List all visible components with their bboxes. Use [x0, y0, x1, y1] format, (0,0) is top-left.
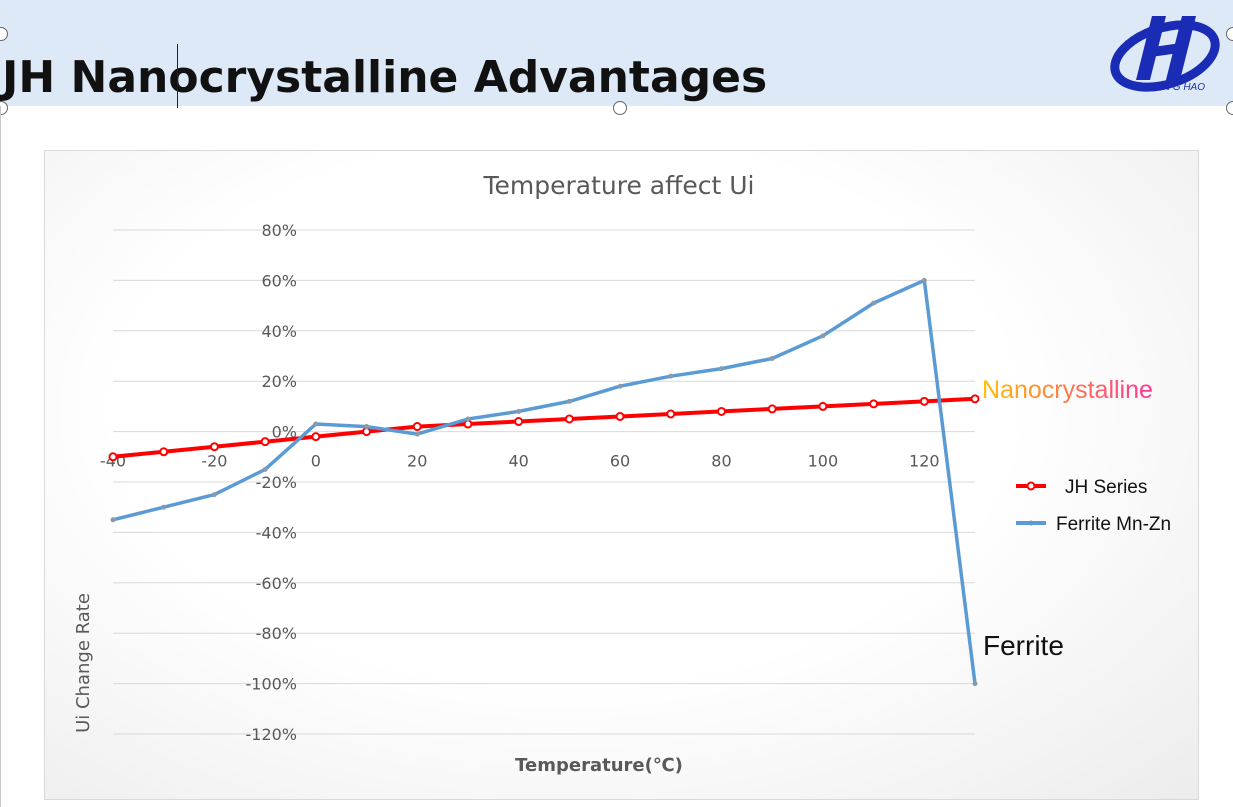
chart-title: Temperature affect Ui: [483, 171, 755, 200]
y-tick-label: -100%: [245, 675, 297, 694]
x-tick-label: -20: [201, 452, 227, 471]
data-point-ferrite[interactable]: [161, 504, 167, 510]
data-point-jh-series[interactable]: [260, 437, 270, 447]
data-point-jh-series[interactable]: [108, 452, 118, 462]
data-point-jh-series[interactable]: [970, 394, 980, 404]
y-tick-label: 60%: [261, 271, 297, 290]
data-point-jh-series[interactable]: [869, 399, 879, 409]
data-point-jh-series[interactable]: [311, 432, 321, 442]
data-point-ferrite[interactable]: [871, 300, 877, 306]
data-point-ferrite[interactable]: [769, 356, 775, 362]
data-point-ferrite[interactable]: [718, 366, 724, 372]
data-point-ferrite[interactable]: [313, 421, 319, 427]
y-tick-label: 80%: [261, 221, 297, 240]
data-point-ferrite[interactable]: [414, 431, 420, 437]
y-tick-label: -60%: [256, 574, 297, 593]
legend-label-ferrite: Ferrite Mn-Zn: [1056, 514, 1171, 535]
y-tick-label: -80%: [256, 624, 297, 643]
x-tick-label: 120: [909, 452, 940, 471]
data-point-jh-series[interactable]: [514, 417, 524, 427]
resize-handle-bottom-right[interactable]: [1226, 101, 1233, 115]
data-point-jh-series[interactable]: [362, 427, 372, 437]
data-point-ferrite[interactable]: [972, 681, 978, 687]
series-line-ferrite[interactable]: [111, 278, 977, 686]
logo-text: JIN G HAO: [1154, 82, 1205, 93]
data-point-jh-series[interactable]: [615, 411, 625, 421]
legend-marker-ferrite: [1028, 520, 1034, 526]
x-tick-label: 80: [711, 452, 731, 471]
data-point-jh-series[interactable]: [666, 409, 676, 419]
x-tick-label: 60: [610, 452, 630, 471]
data-point-jh-series[interactable]: [767, 404, 777, 414]
y-tick-label: 20%: [261, 372, 297, 391]
data-point-ferrite[interactable]: [211, 492, 217, 498]
series-line-jh-series[interactable]: [111, 396, 977, 459]
data-point-jh-series[interactable]: [463, 419, 473, 429]
annotation-nanocrystalline: Nanocrystalline: [982, 376, 1153, 404]
y-tick-label: 40%: [261, 322, 297, 341]
data-point-jh-series[interactable]: [919, 396, 929, 406]
data-point-ferrite[interactable]: [617, 383, 623, 389]
chart-svg: Temperature affect Ui 80% 60% 40% 20% 0% -20%…: [73, 171, 1171, 776]
data-point-ferrite[interactable]: [921, 277, 927, 283]
chart-area[interactable]: Temperature affect Ui 80% 60% 40% 20% 0% -20%…: [44, 150, 1199, 800]
y-tick-label: -20%: [256, 473, 297, 492]
data-point-ferrite[interactable]: [364, 424, 370, 430]
data-point-jh-series[interactable]: [564, 414, 574, 424]
data-point-ferrite[interactable]: [516, 408, 522, 414]
y-tick-label: -40%: [256, 523, 297, 542]
data-point-ferrite[interactable]: [566, 398, 572, 404]
resize-handle-bottom-left[interactable]: [0, 101, 8, 115]
x-tick-label: 0: [311, 452, 321, 471]
data-point-jh-series[interactable]: [412, 422, 422, 432]
data-point-jh-series[interactable]: [159, 447, 169, 457]
slide-title[interactable]: JH Nanocrystalline Advantages: [2, 52, 768, 103]
data-point-jh-series[interactable]: [818, 401, 828, 411]
resize-handle-top-right[interactable]: [1226, 27, 1233, 41]
data-point-ferrite[interactable]: [110, 517, 116, 523]
data-point-jh-series[interactable]: [209, 442, 219, 452]
data-point-jh-series[interactable]: [716, 406, 726, 416]
data-point-ferrite[interactable]: [262, 466, 268, 472]
data-point-ferrite[interactable]: [668, 373, 674, 379]
slide-left-border: [0, 106, 1, 807]
legend-label-jh-series: JH Series: [1065, 477, 1147, 498]
y-axis-label: Ui Change Rate: [73, 593, 94, 733]
data-point-ferrite[interactable]: [465, 416, 471, 422]
y-tick-label: 0%: [272, 423, 297, 442]
resize-handle-bottom-center[interactable]: [613, 101, 627, 115]
y-tick-label: -120%: [245, 725, 297, 744]
text-cursor: [177, 44, 178, 108]
x-tick-label: 40: [508, 452, 528, 471]
legend-marker-jh-series: [1026, 481, 1036, 491]
annotation-ferrite: Ferrite: [983, 630, 1064, 661]
slide-header: [0, 0, 1233, 106]
x-tick-label: 100: [808, 452, 839, 471]
data-point-ferrite[interactable]: [820, 333, 826, 339]
jinghao-logo: JIN G HAO: [1110, 16, 1220, 93]
x-tick-label: 20: [407, 452, 427, 471]
x-axis-label: Temperature(℃): [515, 755, 683, 776]
legend: JH Series Ferrite Mn-Zn: [1016, 477, 1171, 535]
